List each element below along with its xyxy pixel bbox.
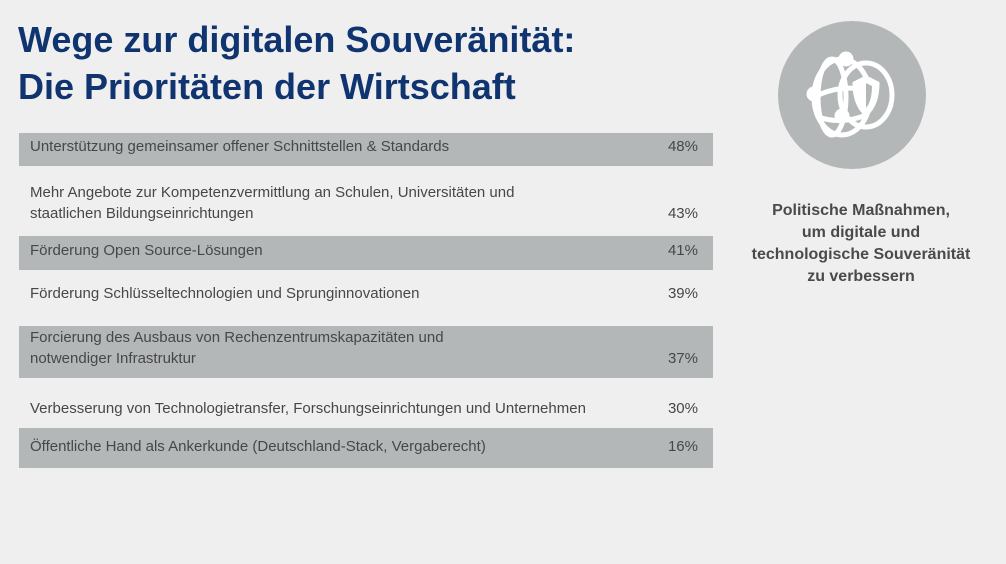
table-row: Förderung Schlüsseltechnologien und Spru… (19, 270, 713, 313)
table-row: Verbesserung von Technologietransfer, Fo… (19, 378, 713, 428)
row-value: 41% (667, 242, 698, 259)
table-row: Förderung Open Source-Lösungen 41% (19, 236, 713, 270)
globe-shield-icon (778, 21, 926, 169)
title-line-1: Wege zur digitalen Souveränität: (18, 19, 576, 60)
caption-line: um digitale und (801, 224, 921, 241)
table-row: Mehr Angebote zur Kompetenzvermittlung a… (19, 167, 713, 233)
row-value: 48% (667, 138, 698, 155)
row-value: 37% (667, 350, 698, 367)
row-label: Förderung Open Source-Lösungen (30, 242, 263, 259)
table-row: Unterstützung gemeinsamer offener Schnit… (19, 133, 713, 166)
table-row: Forcierung des Ausbaus von Rechenzentrum… (19, 326, 713, 378)
row-label: Forcierung des Ausbaus von Rechenzentrum… (30, 329, 444, 367)
row-label: Verbesserung von Technologietransfer, Fo… (30, 400, 586, 417)
row-value: 16% (667, 438, 698, 455)
row-value: 39% (667, 285, 698, 302)
table-row: Öffentliche Hand als Ankerkunde (Deutsch… (19, 428, 713, 468)
page-title: Wege zur digitalen Souveränität: Die Pri… (18, 16, 575, 110)
row-label: Öffentliche Hand als Ankerkunde (Deutsch… (30, 438, 486, 455)
row-label: Förderung Schlüsseltechnologien und Spru… (30, 285, 420, 302)
row-label: Mehr Angebote zur Kompetenzvermittlung a… (30, 184, 515, 222)
title-line-2: Die Prioritäten der Wirtschaft (18, 66, 516, 107)
policy-caption: Politische Maßnahmen, um digitale und te… (731, 200, 991, 288)
row-label: Unterstützung gemeinsamer offener Schnit… (30, 138, 450, 155)
caption-line: Politische Maßnahmen, (772, 202, 950, 219)
caption-line: zu verbessern (807, 268, 915, 285)
row-value: 30% (667, 400, 698, 417)
row-value: 43% (667, 205, 698, 222)
caption-line: technologische Souveränität (751, 246, 971, 263)
